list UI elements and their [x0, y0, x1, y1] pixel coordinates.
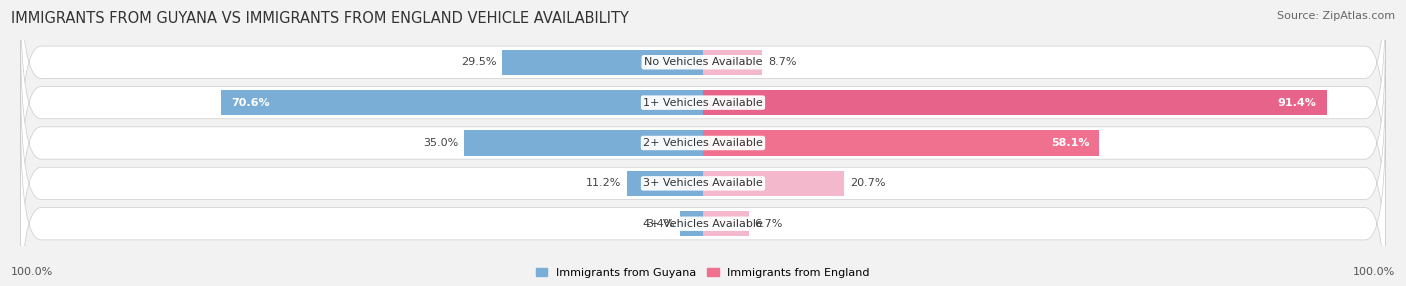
Text: 91.4%: 91.4%	[1278, 98, 1316, 108]
Text: 35.0%: 35.0%	[423, 138, 458, 148]
Text: 11.2%: 11.2%	[586, 178, 621, 188]
Text: Source: ZipAtlas.com: Source: ZipAtlas.com	[1277, 11, 1395, 21]
Text: 4+ Vehicles Available: 4+ Vehicles Available	[643, 219, 763, 229]
FancyBboxPatch shape	[21, 119, 1385, 286]
Bar	[703, 211, 749, 236]
Bar	[502, 50, 703, 75]
Bar	[464, 130, 703, 156]
Bar	[703, 90, 1327, 115]
Legend: Immigrants from Guyana, Immigrants from England: Immigrants from Guyana, Immigrants from …	[536, 268, 870, 278]
Text: 3+ Vehicles Available: 3+ Vehicles Available	[643, 178, 763, 188]
Text: 70.6%: 70.6%	[232, 98, 270, 108]
Text: 29.5%: 29.5%	[461, 57, 496, 67]
Text: No Vehicles Available: No Vehicles Available	[644, 57, 762, 67]
FancyBboxPatch shape	[21, 0, 1385, 167]
Text: 100.0%: 100.0%	[11, 267, 53, 277]
Bar	[221, 90, 703, 115]
Text: 58.1%: 58.1%	[1050, 138, 1090, 148]
Bar	[627, 171, 703, 196]
Bar	[703, 130, 1099, 156]
Text: 3.4%: 3.4%	[645, 219, 675, 229]
Text: 1+ Vehicles Available: 1+ Vehicles Available	[643, 98, 763, 108]
Text: 100.0%: 100.0%	[1353, 267, 1395, 277]
Bar	[703, 171, 844, 196]
Text: 8.7%: 8.7%	[768, 57, 796, 67]
FancyBboxPatch shape	[21, 0, 1385, 208]
Text: 2+ Vehicles Available: 2+ Vehicles Available	[643, 138, 763, 148]
Bar	[681, 211, 703, 236]
Bar	[703, 50, 762, 75]
FancyBboxPatch shape	[21, 38, 1385, 248]
FancyBboxPatch shape	[21, 78, 1385, 286]
Text: IMMIGRANTS FROM GUYANA VS IMMIGRANTS FROM ENGLAND VEHICLE AVAILABILITY: IMMIGRANTS FROM GUYANA VS IMMIGRANTS FRO…	[11, 11, 628, 26]
Text: 6.7%: 6.7%	[754, 219, 783, 229]
Text: 20.7%: 20.7%	[849, 178, 886, 188]
